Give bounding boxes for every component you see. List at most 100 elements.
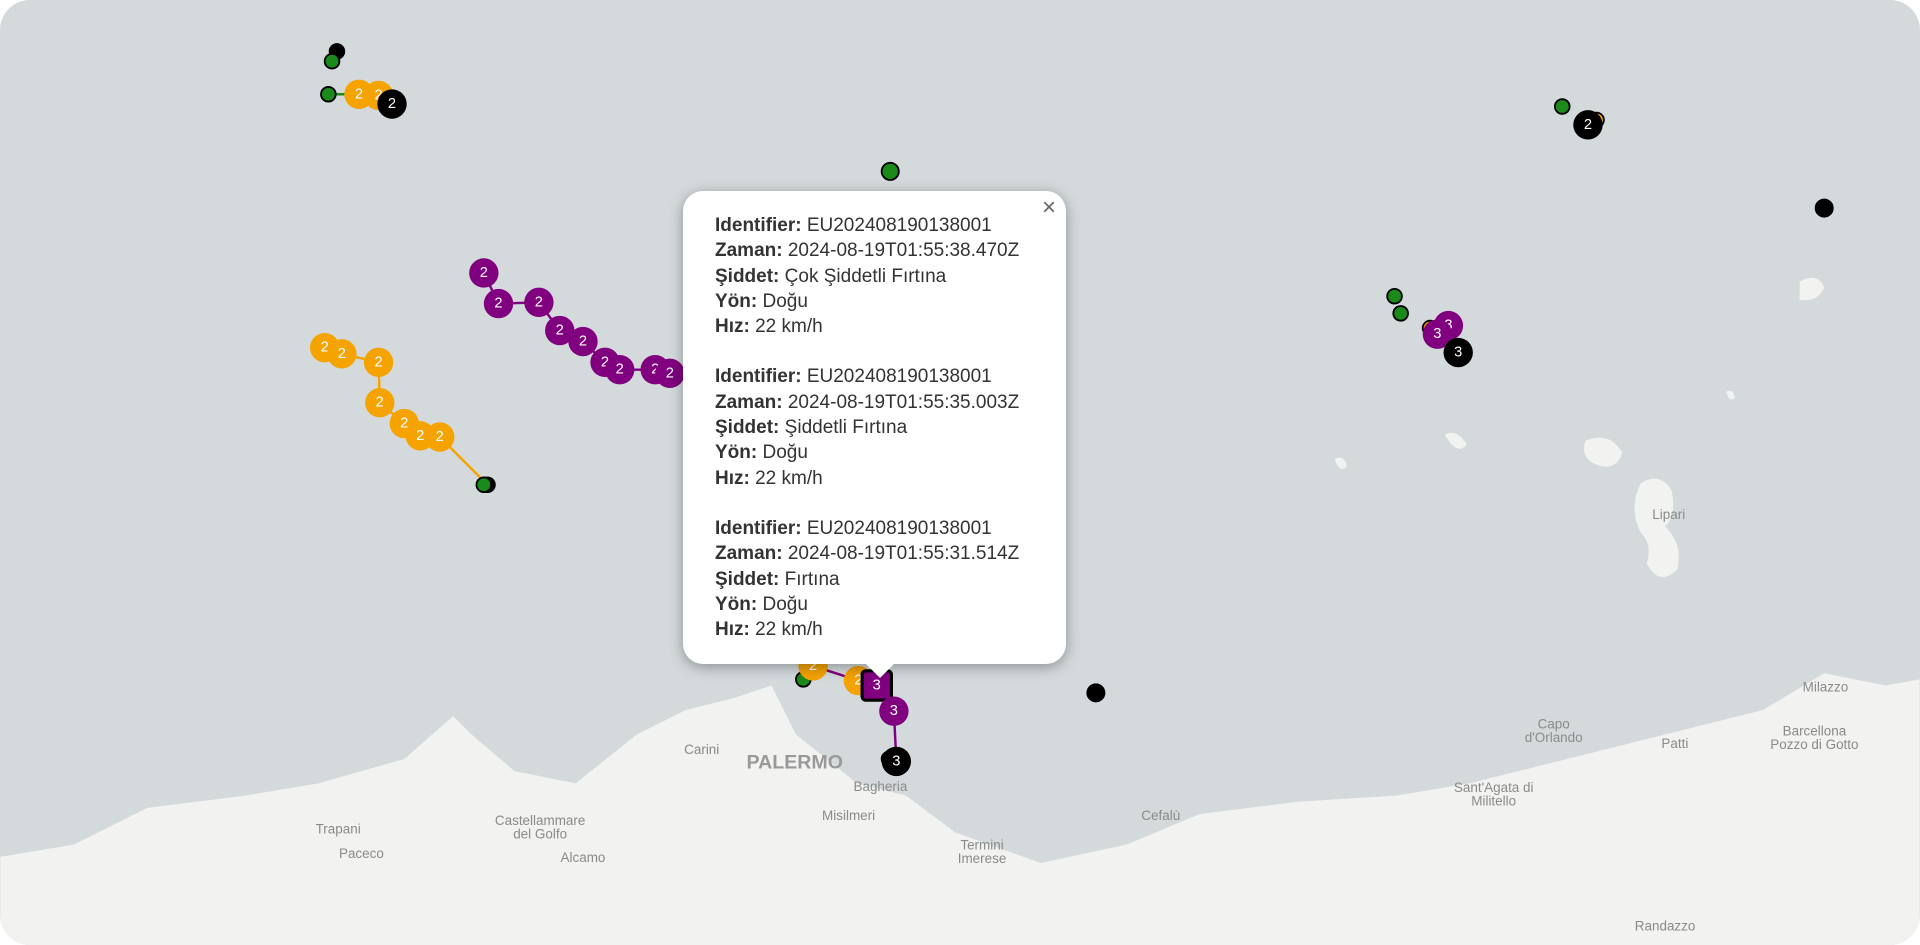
marker-label: 3 — [873, 677, 881, 693]
island — [1334, 457, 1347, 469]
marker[interactable] — [425, 422, 455, 452]
field-value: Doğu — [762, 290, 808, 312]
marker[interactable] — [377, 89, 407, 119]
marker-label: 2 — [338, 346, 346, 362]
marker-dot[interactable] — [1814, 198, 1834, 218]
place-label: Bagheria — [854, 779, 908, 794]
field-label: Identifier: — [715, 366, 802, 388]
marker[interactable] — [363, 347, 394, 378]
field-value: 2024-08-19T01:55:35.003Z — [787, 391, 1020, 413]
marker-label: 3 — [890, 703, 898, 719]
marker[interactable] — [365, 388, 395, 418]
popup-entry: Identifier: EU202408190138001 Zaman: 2024… — [715, 516, 1046, 642]
island — [1799, 277, 1825, 301]
marker-label: 2 — [388, 96, 396, 112]
field-label: Yön: — [715, 290, 758, 312]
marker-label: 2 — [1584, 117, 1592, 133]
field-label: Zaman: — [715, 240, 783, 262]
popup-tip — [865, 663, 895, 678]
marker[interactable] — [568, 326, 598, 357]
marker[interactable] — [524, 287, 554, 318]
marker[interactable] — [545, 315, 575, 346]
popup-field: Şiddet: Çok Şiddetli Fırtına — [715, 264, 1046, 289]
field-label: Şiddet: — [715, 568, 780, 590]
marker[interactable] — [483, 288, 514, 319]
place-label: Paceco — [339, 846, 384, 861]
place-label: Barcellona — [1783, 724, 1847, 739]
marker[interactable] — [327, 339, 357, 369]
popup-close[interactable]: × — [1041, 194, 1056, 221]
popup-field: Identifier: EU202408190138001 — [715, 213, 1046, 238]
marker-label: 2 — [601, 354, 609, 370]
field-value: 22 km/h — [755, 467, 823, 489]
popup-field: Hız: 22 km/h — [715, 314, 1046, 339]
place-label: Cefalù — [1141, 808, 1180, 823]
popup-field: Zaman: 2024-08-19T01:55:31.514Z — [715, 541, 1046, 566]
marker[interactable] — [1422, 319, 1453, 349]
land — [0, 673, 1920, 945]
popup-field: Zaman: 2024-08-19T01:55:38.470Z — [715, 238, 1046, 263]
place-label: Trapani — [316, 822, 361, 837]
place-label: Randazzo — [1635, 918, 1696, 933]
marker-label: 2 — [494, 296, 502, 312]
field-label: Identifier: — [715, 215, 802, 236]
marker-dot[interactable] — [1386, 287, 1403, 305]
field-label: Zaman: — [715, 391, 783, 413]
marker[interactable] — [1443, 337, 1473, 368]
marker-dot[interactable] — [475, 476, 493, 494]
field-value: Çok Şiddetli Fırtına — [784, 265, 947, 287]
marker-dot[interactable] — [1553, 98, 1571, 115]
marker[interactable] — [881, 746, 912, 777]
field-label: Identifier: — [715, 517, 802, 539]
place-label: Capo — [1538, 716, 1570, 731]
field-value: 22 km/h — [755, 619, 823, 641]
field-value: EU202408190138001 — [806, 215, 992, 236]
popup-entry: Identifier: EU202408190138001 Zaman: 2024… — [715, 364, 1046, 490]
place-label: Milazzo — [1803, 680, 1849, 695]
marker-label: 2 — [355, 86, 363, 102]
marker[interactable] — [469, 258, 499, 288]
marker[interactable] — [879, 696, 909, 726]
place-label: d'Orlando — [1525, 730, 1583, 745]
field-label: Zaman: — [715, 543, 783, 565]
marker[interactable] — [1573, 110, 1603, 140]
marker-label: 2 — [809, 658, 817, 674]
marker-label: 2 — [374, 354, 382, 370]
place-label: Pozzo di Gotto — [1770, 737, 1858, 752]
field-label: Yön: — [715, 442, 758, 464]
marker[interactable] — [655, 358, 685, 389]
marker-label: 2 — [416, 428, 424, 444]
field-value: Fırtına — [784, 568, 840, 590]
field-value: Şiddetli Fırtına — [784, 417, 908, 439]
place-label: Sant'Agata di — [1454, 780, 1534, 795]
marker-dot[interactable] — [880, 161, 900, 181]
marker-label: 3 — [1454, 345, 1462, 361]
field-label: Şiddet: — [715, 417, 780, 439]
marker-dot[interactable] — [1086, 683, 1106, 703]
place-label: Imerese — [958, 851, 1007, 866]
place-label: Patti — [1661, 736, 1688, 751]
marker-label: 2 — [436, 429, 444, 445]
place-label: Lipari — [1652, 507, 1685, 522]
marker-dot[interactable] — [320, 85, 337, 103]
island — [1634, 478, 1679, 578]
marker-dot[interactable] — [1392, 305, 1409, 322]
island — [1583, 437, 1623, 467]
field-label: Yön: — [715, 593, 758, 615]
popup-entry: Identifier: EU202408190138001 Zaman: 2024… — [715, 213, 1046, 339]
marker-label: 2 — [579, 334, 587, 350]
field-value: 2024-08-19T01:55:38.470Z — [787, 240, 1020, 262]
popup-field: Şiddet: Şiddetli Fırtına — [715, 415, 1046, 440]
marker-label: 2 — [535, 294, 543, 310]
field-value: Doğu — [762, 593, 808, 615]
marker-dot[interactable] — [323, 52, 341, 70]
place-label: Misilmeri — [822, 808, 875, 823]
place-label: del Golfo — [513, 827, 567, 842]
place-label: Militello — [1471, 793, 1516, 808]
marker-label: 2 — [374, 87, 382, 103]
marker[interactable] — [605, 354, 635, 385]
field-value: EU202408190138001 — [806, 366, 992, 388]
popup-field: Identifier: EU202408190138001 — [715, 364, 1046, 389]
